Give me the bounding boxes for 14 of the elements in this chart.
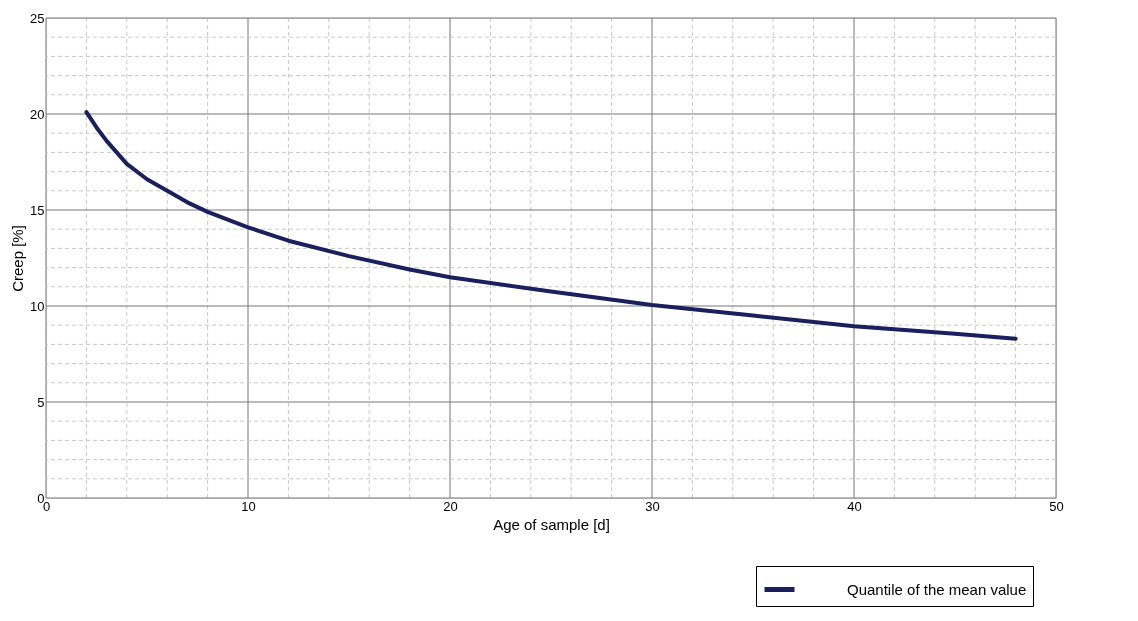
x-tick-label: 40 <box>847 498 862 514</box>
y-tick-label: 20 <box>30 106 45 122</box>
y-tick-label: 10 <box>30 298 45 314</box>
x-axis-title: Age of sample [d] <box>493 515 610 533</box>
x-tick-label: 20 <box>443 498 458 514</box>
y-tick-label: 15 <box>30 202 45 218</box>
x-tick-label: 50 <box>1049 498 1064 514</box>
y-tick-label: 5 <box>37 394 45 410</box>
text: Quantile of the mean value <box>847 580 1027 598</box>
y-axis-title: Creep [%] <box>9 225 27 292</box>
x-tick-label: 30 <box>645 498 660 514</box>
line-series <box>84 110 1018 341</box>
x-tick-label: 10 <box>241 498 256 514</box>
y-tick-label: 25 <box>30 10 45 26</box>
